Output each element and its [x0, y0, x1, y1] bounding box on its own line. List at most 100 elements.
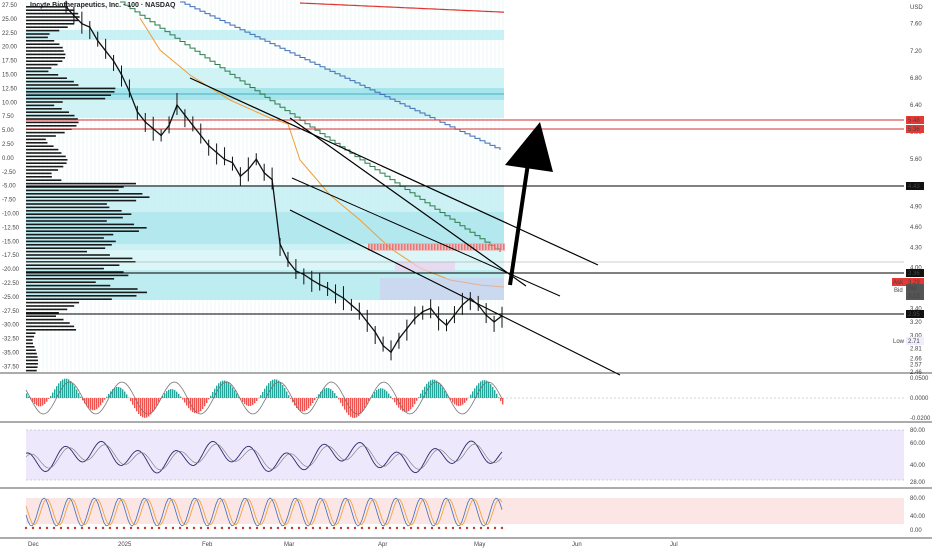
- volume-profile-bar: [26, 329, 77, 331]
- resistance-zone-tick: [446, 244, 448, 250]
- resistance-zone-tick: [377, 244, 379, 250]
- resistance-zone-tick: [476, 244, 478, 250]
- left-axis-tick-label: -25.00: [2, 295, 20, 301]
- macd-histogram-bar: [284, 388, 286, 398]
- macd-histogram-bar: [272, 379, 274, 398]
- price-point: [192, 124, 194, 127]
- macd-histogram-bar: [218, 383, 220, 398]
- volume-profile-bar: [26, 271, 124, 273]
- volume-profile-bar: [26, 19, 79, 22]
- resistance-zone-tick: [497, 244, 499, 250]
- macd-histogram-bar: [338, 398, 340, 400]
- volume-profile-bar: [26, 203, 107, 205]
- macd-histogram-bar: [460, 398, 462, 406]
- price-badge-label: 4.43: [908, 184, 920, 190]
- price-axis-tick-label: 3.40: [910, 306, 922, 312]
- price-badge-label: 5.36: [908, 127, 920, 133]
- macd-histogram-bar: [246, 398, 248, 406]
- macd-histogram-bar: [112, 389, 114, 398]
- macd-histogram-bar: [56, 386, 58, 398]
- stoch-signal-dot: [297, 526, 301, 530]
- macd-histogram-bar: [198, 398, 200, 413]
- macd-histogram-bar: [182, 398, 184, 400]
- time-axis-label: 2025: [118, 542, 132, 548]
- macd-histogram-bar: [466, 398, 468, 401]
- macd-histogram-bar: [420, 393, 422, 398]
- volume-profile-bar: [26, 33, 50, 35]
- resistance-zone-tick: [380, 244, 382, 250]
- stoch-signal-dot: [493, 526, 497, 530]
- volume-profile-bar: [26, 131, 65, 134]
- volume-profile-bar: [26, 186, 124, 188]
- volume-profile-bar: [26, 189, 119, 192]
- price-point: [303, 273, 305, 276]
- left-axis-tick-label: -12.50: [2, 225, 20, 231]
- volume-profile-bar: [26, 135, 56, 137]
- stoch-signal-dot: [367, 526, 371, 530]
- volume-profile-bar: [26, 206, 110, 209]
- time-axis-label: Mar: [284, 542, 294, 548]
- macd-histogram-bar: [282, 385, 284, 398]
- stoch-signal-dot: [451, 526, 455, 530]
- volume-profile-bar: [26, 335, 35, 338]
- resistance-zone-tick: [458, 244, 460, 250]
- stoch-signal-dot: [311, 526, 315, 530]
- price-axis-tick-label: 2.81: [910, 346, 922, 352]
- macd-histogram-bar: [120, 387, 122, 398]
- resistance-zone-tick: [461, 244, 463, 250]
- volume-profile-bar: [26, 108, 62, 110]
- macd-histogram-bar: [498, 397, 500, 398]
- volume-profile-bar: [26, 356, 38, 358]
- macd-histogram-bar: [114, 387, 116, 398]
- macd-histogram-bar: [336, 396, 338, 398]
- macd-histogram-bar: [252, 398, 254, 405]
- stoch-signal-dot: [276, 526, 280, 530]
- macd-histogram-bar: [78, 393, 80, 398]
- volume-profile-bar: [26, 346, 35, 348]
- left-axis-tick-label: -5.00: [2, 184, 16, 190]
- macd-histogram-bar: [456, 398, 458, 406]
- volume-profile-bar: [26, 138, 46, 141]
- left-axis-tick-label: -2.50: [2, 170, 16, 176]
- volume-profile-bar: [26, 315, 57, 317]
- stoch-signal-dot: [388, 526, 392, 530]
- left-axis-tick-label: 0.00: [2, 156, 14, 162]
- price-badge-label: 5.48: [908, 118, 920, 124]
- volume-profile-bar: [26, 240, 116, 243]
- stoch-signal-dot: [241, 526, 245, 530]
- macd-histogram-bar: [108, 393, 110, 398]
- volume-profile-bar: [26, 199, 137, 202]
- macd-histogram-bar: [184, 398, 186, 403]
- macd-histogram-bar: [288, 395, 290, 398]
- resistance-zone-tick: [425, 244, 427, 250]
- stoch-signal-dot: [143, 526, 147, 530]
- price-point: [390, 351, 392, 354]
- price-point: [89, 26, 91, 28]
- volume-profile-bar: [26, 284, 111, 287]
- price-point: [445, 324, 448, 327]
- volume-profile-bar: [26, 322, 70, 324]
- price-badge: [906, 310, 924, 318]
- macd-histogram-bar: [238, 396, 240, 398]
- stoch-signal-dot: [122, 526, 126, 530]
- macd-histogram-bar: [156, 398, 158, 406]
- macd-histogram-bar: [412, 398, 414, 408]
- macd-histogram-bar: [474, 388, 476, 398]
- resistance-zone-tick: [404, 244, 406, 250]
- left-axis-tick-label: -20.00: [2, 267, 20, 273]
- stoch-signal-dot: [465, 526, 469, 530]
- stoch-signal-dot: [185, 526, 189, 530]
- macd-histogram-bar: [208, 398, 210, 400]
- macd-histogram-bar: [46, 398, 48, 402]
- macd-histogram-bar: [332, 390, 334, 398]
- macd-histogram-bar: [44, 398, 46, 404]
- macd-histogram-bar: [372, 394, 374, 398]
- macd-histogram-bar: [298, 398, 300, 410]
- macd-histogram-bar: [204, 398, 206, 407]
- macd-histogram-bar: [320, 391, 322, 398]
- volume-profile-bar: [26, 6, 69, 8]
- volume-profile-bar: [26, 46, 63, 49]
- macd-histogram-bar: [350, 398, 352, 417]
- price-axis-tick-label: 5.60: [910, 157, 922, 163]
